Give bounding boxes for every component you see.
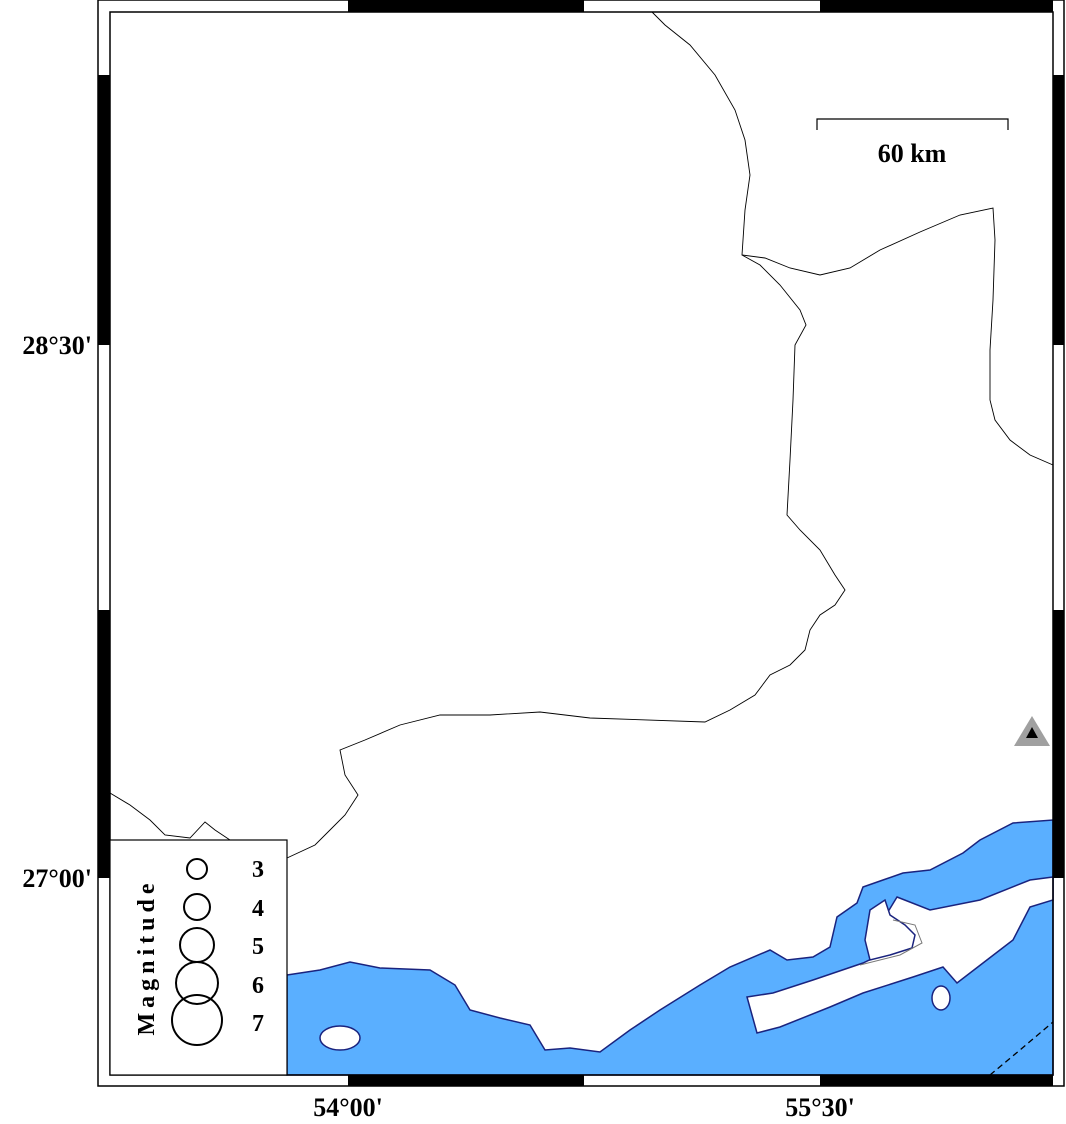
lat-label: 28°30' (22, 331, 92, 360)
island-small (931, 985, 951, 1011)
legend-label: 3 (252, 857, 264, 883)
legend-label: 4 (252, 896, 264, 922)
lon-label: 55°30' (785, 1093, 855, 1122)
island-small (319, 1025, 361, 1051)
legend-title: Magnitude (134, 878, 160, 1035)
islets (864, 898, 916, 961)
legend-circle (171, 994, 223, 1046)
scale-bar (816, 118, 1009, 130)
legend-label: 7 (252, 1011, 264, 1037)
boundaries (109, 11, 1054, 859)
lon-label: 54°00' (313, 1093, 383, 1122)
legend-circle (186, 858, 208, 880)
lat-label: 27°00' (22, 864, 92, 893)
map-frame (97, 0, 1065, 1087)
legend-label: 5 (252, 934, 264, 960)
magnitude-legend: Magnitude 3 4 5 6 7 (109, 839, 288, 1076)
legend-circle (183, 893, 211, 921)
station-triangle-icon (1014, 716, 1050, 746)
sea (286, 819, 1054, 1076)
legend-circle (175, 961, 219, 1005)
dashed-boundary (989, 1021, 1054, 1076)
scale-bar-label: 60 km (878, 139, 947, 168)
legend-label: 6 (252, 973, 264, 999)
inner-boundary (859, 919, 923, 966)
